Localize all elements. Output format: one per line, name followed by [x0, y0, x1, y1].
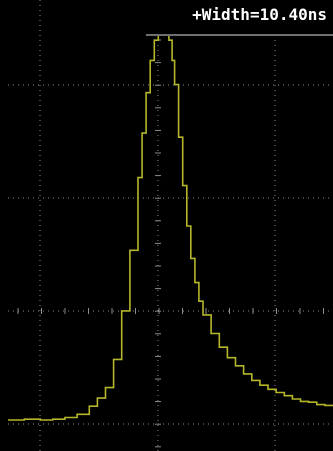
- waveform-trace-0: [8, 31, 333, 421]
- measurement-bar: +Width=10.40ns: [146, 0, 333, 36]
- trace-group: [8, 31, 333, 421]
- pulse-width-readout: +Width=10.40ns: [192, 5, 327, 24]
- graticule: [8, 0, 333, 451]
